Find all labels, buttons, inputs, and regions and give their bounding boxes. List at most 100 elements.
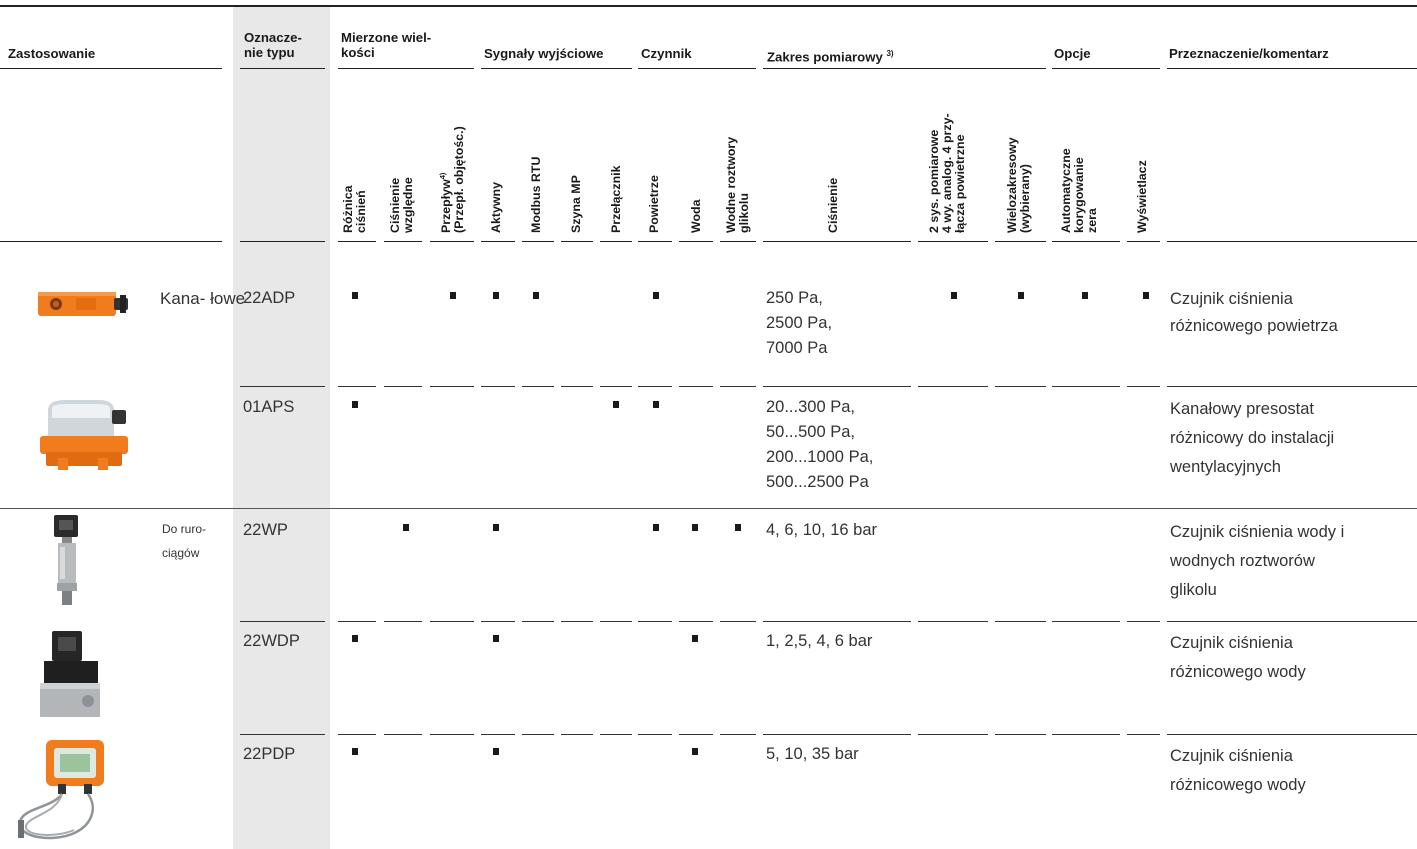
row-separator-segment [522, 621, 554, 622]
mark-roznica [352, 292, 358, 299]
row4-range: 1, 2,5, 4, 6 bar [766, 632, 873, 650]
row-separator-segment [1167, 621, 1417, 622]
colhead-glikol: Wodne roztwory glikolu [724, 136, 751, 233]
headrule-3 [338, 241, 376, 242]
headrule-9 [600, 241, 632, 242]
row-separator-segment [1127, 621, 1160, 622]
colhead-dwa-sys: 2 sys. pomiarowe 4 wy. analog. 4 przy- ł… [927, 113, 967, 233]
comment-line: różnicowy do instalacji [1170, 429, 1335, 447]
product-image-22wdp [40, 631, 100, 717]
row2-comment: Kanałowy presostat różnicowy do instalac… [1170, 395, 1334, 482]
headrule-7 [522, 241, 554, 242]
row-separator-segment [995, 734, 1046, 735]
range-line: 200...1000 Pa, [766, 448, 874, 466]
comment-line: Czujnik ciśnienia [1170, 634, 1293, 652]
underline-opcje [1052, 68, 1160, 69]
mark-powietrze [653, 401, 659, 408]
row-separator-segment [240, 621, 325, 622]
mark-wyswietlacz [1143, 292, 1149, 299]
row-separator-segment [720, 621, 756, 622]
header-czynnik: Czynnik [641, 46, 692, 61]
underline-oznaczenie [240, 68, 325, 69]
row-separator-segment [763, 386, 911, 387]
mark-powietrze [653, 292, 659, 299]
headrule-2 [240, 241, 325, 242]
row-separator-segment [638, 386, 672, 387]
mark-woda [692, 748, 698, 755]
row5-comment: Czujnik ciśnienia różnicowego wody [1170, 742, 1306, 800]
row1-application: Kana- łowe [160, 289, 246, 308]
row5-type: 22PDP [243, 745, 296, 763]
range-line: 500...2500 Pa [766, 473, 869, 491]
top-rule [0, 5, 1417, 7]
row-separator-segment [1052, 386, 1120, 387]
row-separator-segment [995, 621, 1046, 622]
row2-range: 20...300 Pa, 50...500 Pa, 200...1000 Pa,… [766, 395, 873, 495]
colhead-modbus: Modbus RTU [529, 156, 543, 233]
header-mierzone-l2: kości [341, 45, 375, 60]
mark-powietrze [653, 524, 659, 531]
row1-type: 22ADP [243, 289, 296, 307]
row-separator-segment [338, 386, 376, 387]
colhead-przelacznik: Przełącznik [609, 165, 623, 234]
mark-aktywny [493, 635, 499, 642]
row5-range: 5, 10, 35 bar [766, 745, 859, 763]
row-separator-segment [338, 734, 376, 735]
underline-przeznaczenie [1167, 68, 1417, 69]
row-separator-segment [522, 386, 554, 387]
row-separator-segment [918, 734, 988, 735]
colhead-roznica: Różnica ciśnień [341, 185, 368, 233]
colhead-wielozakres: Wielozakresowy (wybierany) [1005, 137, 1032, 233]
headrule-14 [918, 241, 988, 242]
mark-wielozakres [1018, 292, 1024, 299]
row3-range: 4, 6, 10, 16 bar [766, 521, 877, 539]
colhead-przeplyw: Przepływ4) (Przepł. objętośc.) [436, 126, 466, 233]
row-separator-segment [918, 621, 988, 622]
row-separator-segment [384, 734, 422, 735]
headrule-17 [1127, 241, 1160, 242]
colhead-powietrze: Powietrze [647, 175, 661, 233]
row3-comment: Czujnik ciśnienia wody i wodnych roztwor… [1170, 518, 1344, 605]
mark-auto-zero [1082, 292, 1088, 299]
row-separator-segment [430, 734, 474, 735]
row-separator-segment [600, 386, 632, 387]
headrule-4 [384, 241, 422, 242]
headrule-11 [679, 241, 713, 242]
colhead-przeplyw-note: 4) [438, 172, 447, 180]
underline-czynnik [638, 68, 756, 69]
row-separator-segment [638, 734, 672, 735]
header-zastosowanie: Zastosowanie [8, 46, 96, 61]
range-line: 50...500 Pa, [766, 423, 855, 441]
headrule-8 [561, 241, 593, 242]
mark-dwa-sys [951, 292, 957, 299]
product-image-01aps [40, 400, 128, 470]
row-separator-segment [384, 621, 422, 622]
row-separator-segment [240, 734, 325, 735]
header-mierzone-l1: Mierzone wiel- [341, 30, 432, 45]
row-separator-segment [679, 734, 713, 735]
row2-type: 01APS [243, 398, 295, 416]
row-separator-segment [763, 734, 911, 735]
header-zakres: Zakres pomiarowy 3) [767, 46, 894, 64]
row3-type: 22WP [243, 521, 288, 539]
row-separator-segment [600, 734, 632, 735]
headrule-13 [763, 241, 911, 242]
header-zakres-label: Zakres pomiarowy [767, 49, 883, 65]
headrule-10 [638, 241, 672, 242]
headrule-1 [0, 241, 222, 242]
headrule-12 [720, 241, 756, 242]
row-separator-segment [481, 734, 515, 735]
row1-range: 250 Pa, 2500 Pa, 7000 Pa [766, 286, 832, 361]
headrule-18 [1167, 241, 1417, 242]
row-separator-segment [561, 386, 593, 387]
mark-roznica [352, 748, 358, 755]
row4-type: 22WDP [243, 632, 300, 650]
colhead-przeplyw-l1: Przepływ [439, 179, 454, 233]
header-przeznaczenie: Przeznaczenie/komentarz [1169, 46, 1329, 61]
range-line: 2500 Pa, [766, 314, 833, 332]
row-separator-segment [1127, 386, 1160, 387]
row-separator-segment [240, 386, 325, 387]
row-separator-segment [679, 386, 713, 387]
row-separator-segment [561, 734, 593, 735]
row-separator-segment [430, 386, 474, 387]
